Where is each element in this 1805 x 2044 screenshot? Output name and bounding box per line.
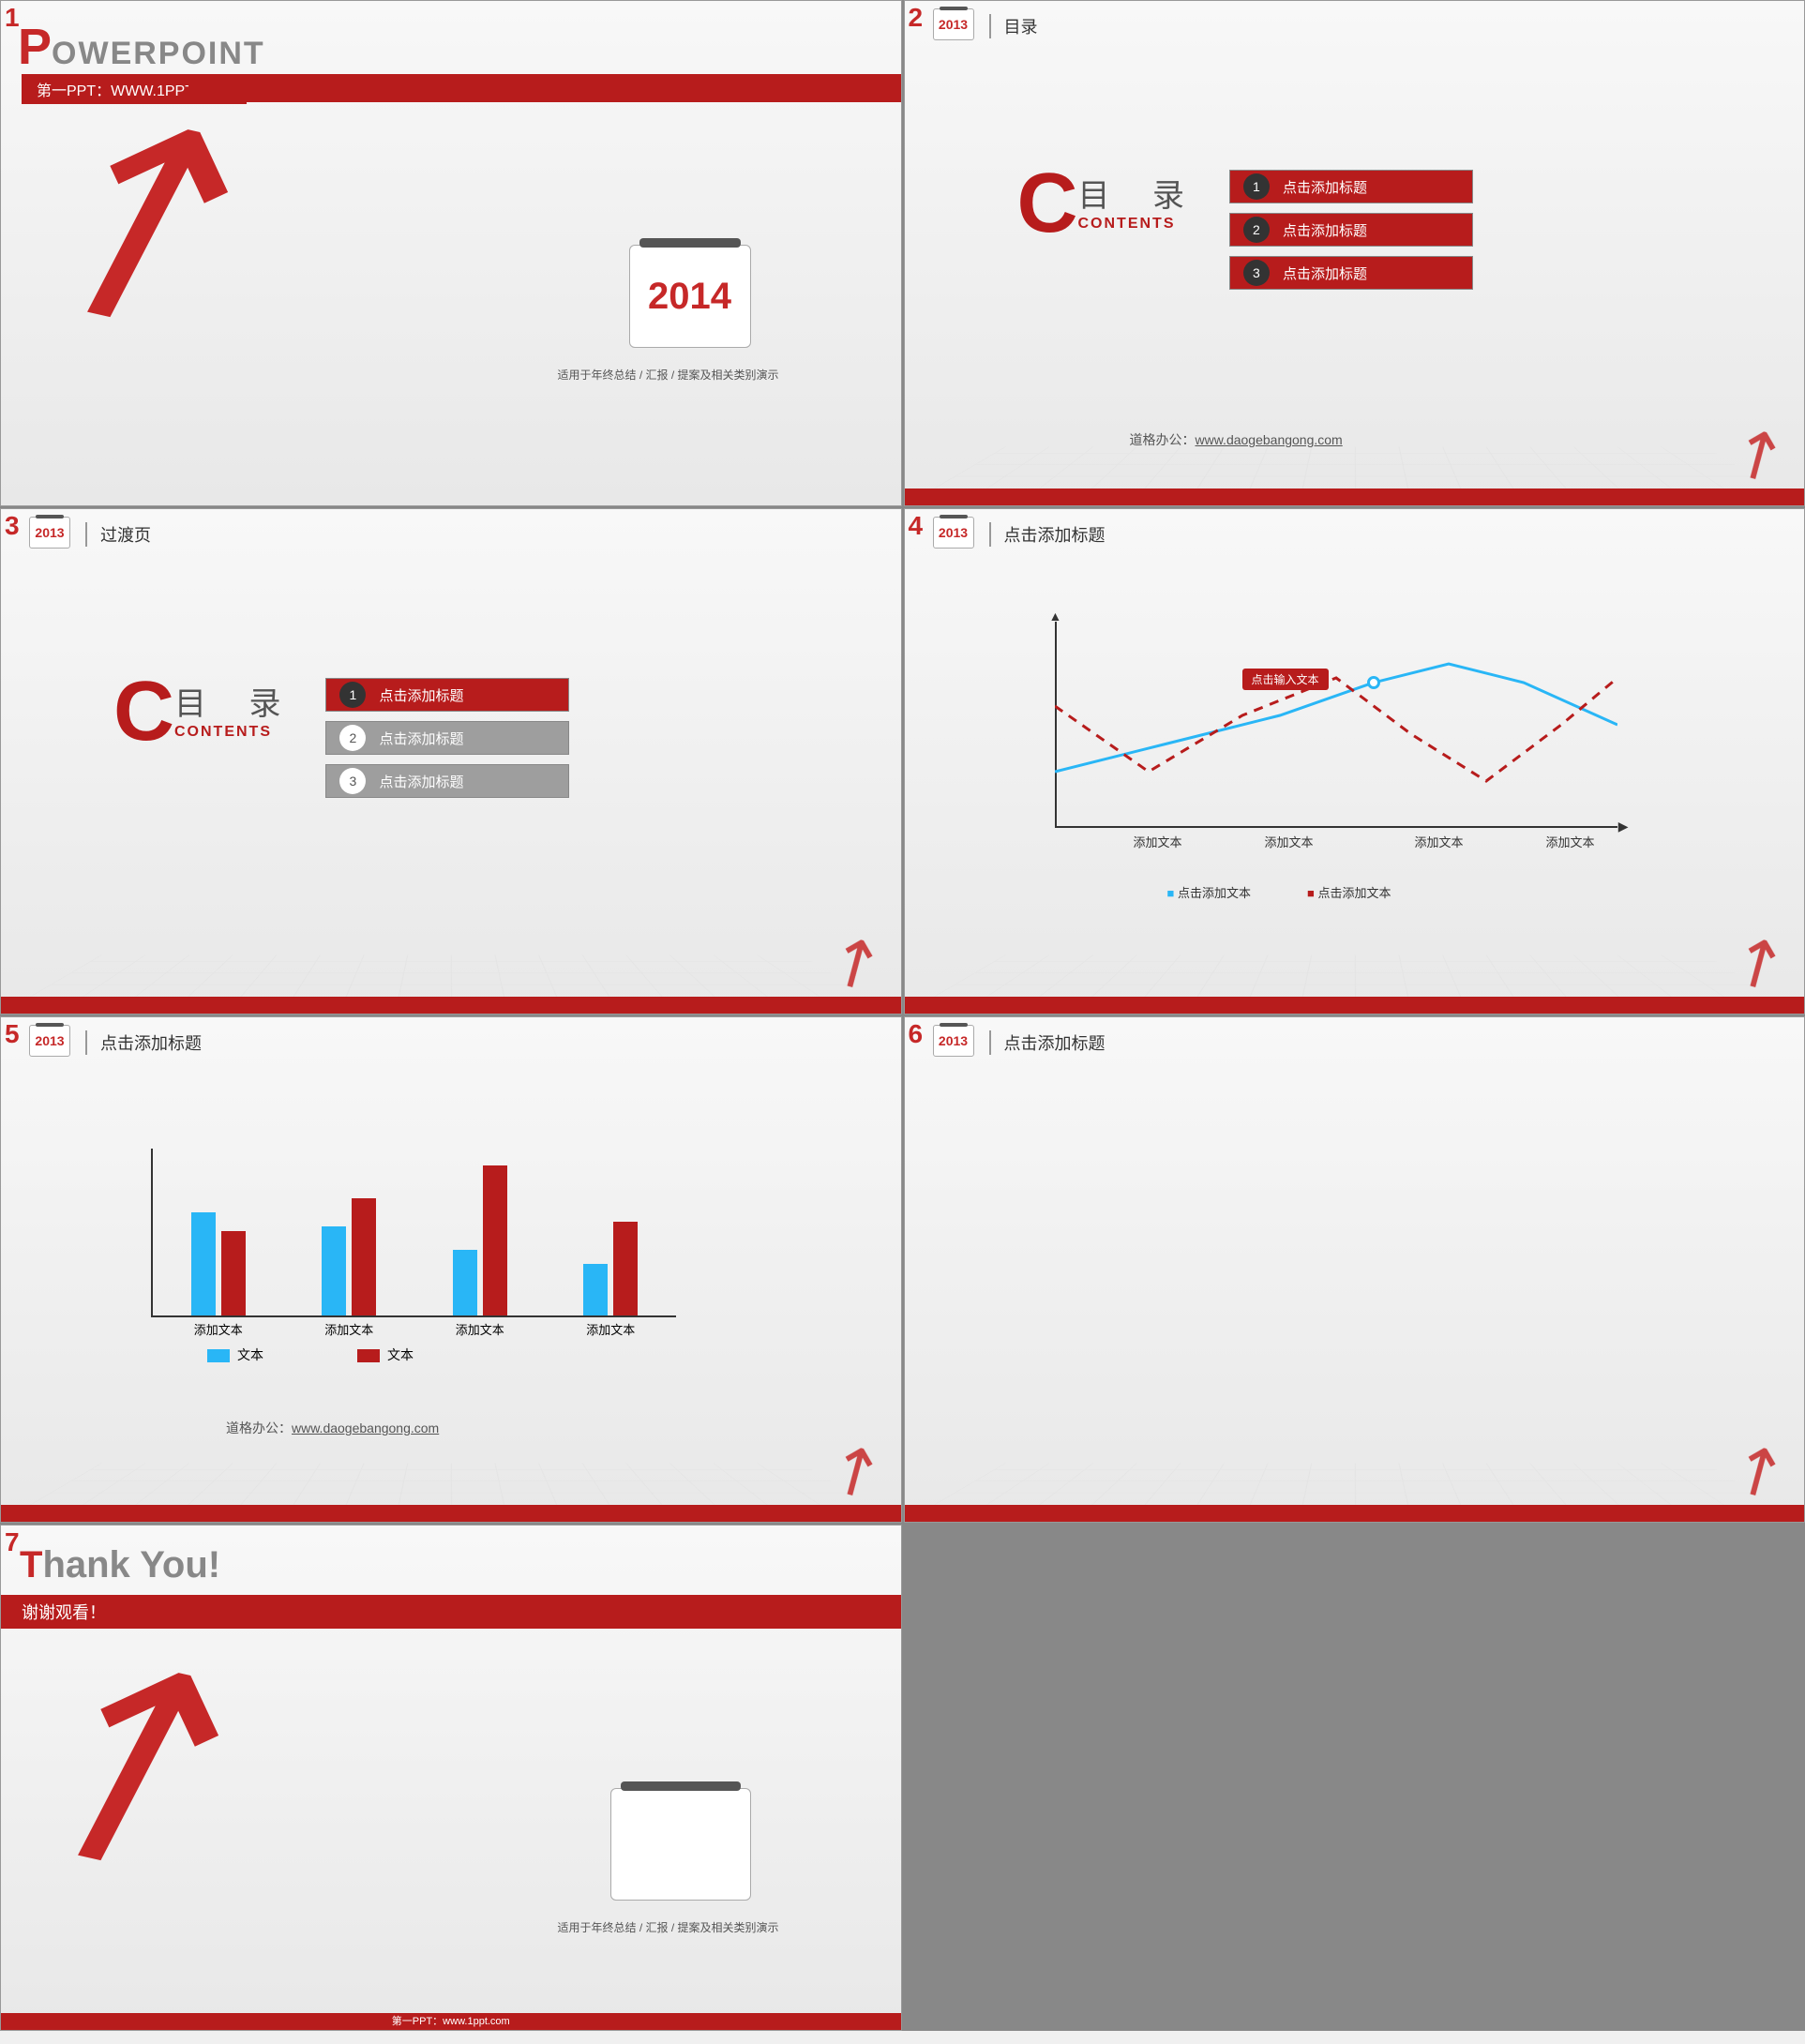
header-label: 目录 xyxy=(989,14,1038,38)
highlight-marker xyxy=(1367,676,1380,689)
calendar-blank xyxy=(610,1788,751,1901)
slide-number: 5 xyxy=(5,1019,20,1049)
calendar-icon: 2013 xyxy=(933,8,974,40)
title: POWERPOINT xyxy=(18,18,265,76)
toc-item-1[interactable]: 1点击添加标题 xyxy=(325,678,569,712)
footer-text: 第一PPT：www.1ppt.com xyxy=(392,2013,510,2028)
bar-label: 添加文本 xyxy=(194,1320,243,1338)
calendar-icon: 2013 xyxy=(933,1025,974,1057)
contents-cn: 目 录 xyxy=(1078,170,1201,216)
slide-6: 6 2013 点击添加标题 ↗ xyxy=(904,1016,1805,1523)
slide-5: 5 2013 点击添加标题 添加文本添加文本添加文本添加文本 文本 文本 道格办… xyxy=(0,1016,902,1523)
calendar-icon: 2013 xyxy=(29,517,70,549)
line-chart: 点击输入文本 添加文本 添加文本 添加文本 添加文本 xyxy=(1055,622,1617,828)
arrow-deco-icon: ↗ xyxy=(1715,915,1801,1009)
contents-en: CONTENTS xyxy=(174,724,297,741)
title-prefix: P xyxy=(18,18,52,76)
slide-number: 7 xyxy=(5,1527,20,1557)
bar-label: 添加文本 xyxy=(586,1320,635,1338)
calendar-year: 2014 xyxy=(629,245,751,348)
bar-label: 添加文本 xyxy=(456,1320,504,1338)
header-label: 过渡页 xyxy=(85,522,151,547)
legend-item: 点击添加文本 xyxy=(1307,883,1391,901)
bottom-bar xyxy=(905,997,1805,1014)
bar xyxy=(191,1212,216,1315)
legend-item: 文本 xyxy=(207,1345,263,1364)
bar xyxy=(221,1231,246,1315)
legend-item: 文本 xyxy=(357,1345,414,1364)
chart-svg xyxy=(1055,622,1617,828)
bar-group: 添加文本 xyxy=(583,1222,638,1315)
credit: 道格办公：www.daogebangong.com xyxy=(1130,430,1343,449)
slide-number: 6 xyxy=(909,1019,924,1049)
legend-item: 点击添加文本 xyxy=(1167,883,1251,901)
bar-group: 添加文本 xyxy=(191,1212,246,1315)
accent-bar xyxy=(188,74,901,102)
calendar-icon: 2013 xyxy=(933,517,974,549)
arrow-deco-icon: ↗ xyxy=(1715,1423,1801,1517)
bottom-bar xyxy=(1,1505,901,1522)
x-label: 添加文本 xyxy=(1392,833,1486,850)
toc-item-3[interactable]: 3点击添加标题 xyxy=(325,764,569,798)
slide-grid: 1 POWERPOINT 第一PPT：WWW.1PPT.COM ↗ 2014 适… xyxy=(0,0,1805,2031)
toc-item-3[interactable]: 3点击添加标题 xyxy=(1229,256,1473,290)
header-label: 点击添加标题 xyxy=(989,1030,1106,1055)
note-text: 适用于年终总结 / 汇报 / 提案及相关类别演示 xyxy=(557,367,778,383)
toc-item-2[interactable]: 2点击添加标题 xyxy=(325,721,569,755)
x-label: 添加文本 xyxy=(1242,833,1336,850)
thank-you-title: Thank You! xyxy=(20,1544,220,1586)
contents-block: C 目 录 CONTENTS 1点击添加标题 2点击添加标题 3点击添加标题 xyxy=(113,678,569,798)
bottom-bar xyxy=(905,1505,1805,1522)
note-text: 适用于年终总结 / 汇报 / 提案及相关类别演示 xyxy=(557,1919,778,1935)
bar-group: 添加文本 xyxy=(453,1165,507,1315)
bar xyxy=(453,1250,477,1315)
slide-1: 1 POWERPOINT 第一PPT：WWW.1PPT.COM ↗ 2014 适… xyxy=(0,0,902,506)
bar xyxy=(583,1264,608,1315)
bar xyxy=(352,1198,376,1315)
contents-block: C 目 录 CONTENTS 1点击添加标题 2点击添加标题 3点击添加标题 xyxy=(1017,170,1473,290)
bottom-bar xyxy=(1,997,901,1014)
contents-cn: 目 录 xyxy=(174,678,297,724)
callout-label: 点击输入文本 xyxy=(1242,669,1329,690)
thanks-bar: 谢谢观看！ xyxy=(1,1595,901,1629)
slide-number: 4 xyxy=(909,511,924,541)
bar-legend: 文本 文本 xyxy=(207,1345,414,1364)
calendar-icon: 2013 xyxy=(29,1025,70,1057)
contents-en: CONTENTS xyxy=(1078,216,1201,233)
slide-4: 4 2013 点击添加标题 点击输入文本 添加文本 添加文本 添加文本 添加文本… xyxy=(904,508,1805,1014)
toc-list: 1点击添加标题 2点击添加标题 3点击添加标题 xyxy=(325,678,569,798)
arrow-graphic-icon: ↗ xyxy=(0,1576,311,1945)
bar xyxy=(483,1165,507,1315)
bar xyxy=(613,1222,638,1315)
credit: 道格办公：www.daogebangong.com xyxy=(226,1419,439,1437)
slide-2: 2 2013 目录 C 目 录 CONTENTS 1点击添加标题 2点击添加标题… xyxy=(904,0,1805,506)
header-label: 点击添加标题 xyxy=(85,1030,202,1055)
bottom-bar xyxy=(905,488,1805,505)
line-legend: 点击添加文本 点击添加文本 xyxy=(1167,883,1391,901)
bar xyxy=(322,1226,346,1315)
x-label: 添加文本 xyxy=(1111,833,1205,850)
bar-label: 添加文本 xyxy=(324,1320,373,1338)
slide-3: 3 2013 过渡页 C 目 录 CONTENTS 1点击添加标题 2点击添加标… xyxy=(0,508,902,1014)
slide-number: 3 xyxy=(5,511,20,541)
contents-c-icon: C xyxy=(113,678,174,745)
x-label: 添加文本 xyxy=(1524,833,1617,850)
header-label: 点击添加标题 xyxy=(989,522,1106,547)
bar-chart: 添加文本 添加文本 添加文本 添加文本 xyxy=(151,1149,676,1317)
title-rest: OWERPOINT xyxy=(52,36,265,71)
toc-item-2[interactable]: 2点击添加标题 xyxy=(1229,213,1473,247)
toc-list: 1点击添加标题 2点击添加标题 3点击添加标题 xyxy=(1229,170,1473,290)
bar-group: 添加文本 xyxy=(322,1198,376,1315)
slide-number: 2 xyxy=(909,3,924,33)
contents-c-icon: C xyxy=(1017,170,1078,237)
toc-item-1[interactable]: 1点击添加标题 xyxy=(1229,170,1473,203)
slide-7: 7 Thank You! 谢谢观看！ ↗ 适用于年终总结 / 汇报 / 提案及相… xyxy=(0,1525,902,2031)
slide-number: 1 xyxy=(5,3,20,33)
